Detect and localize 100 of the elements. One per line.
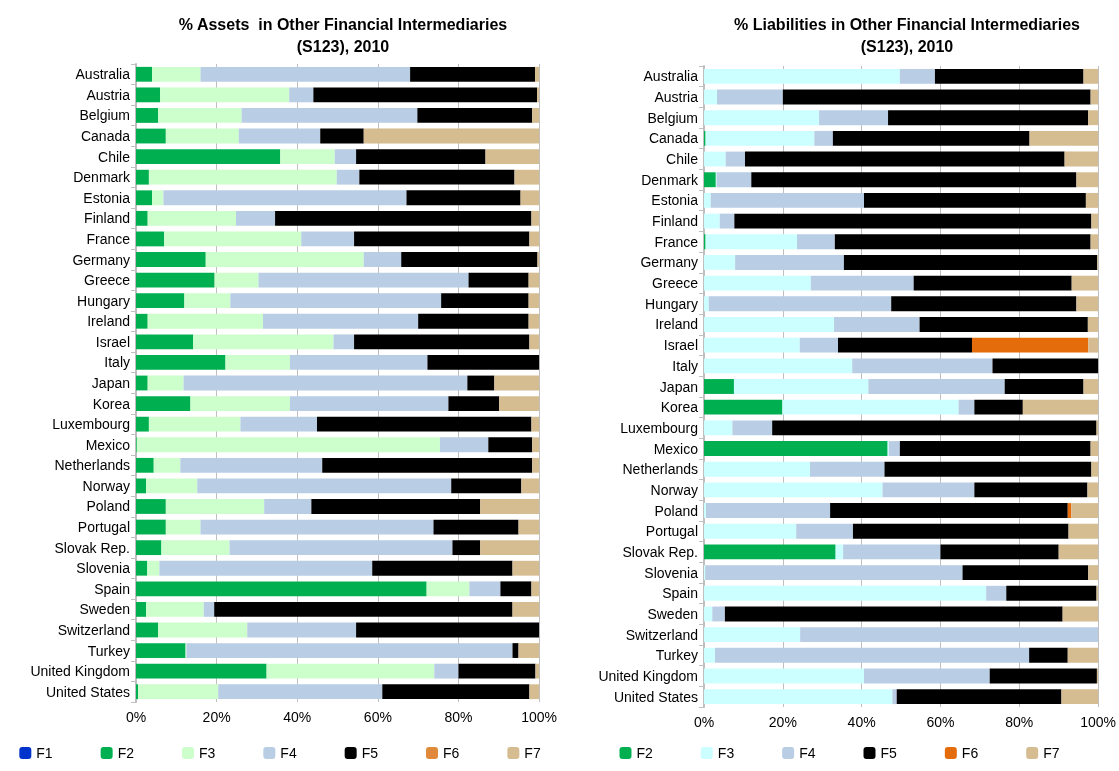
bar bbox=[899, 68, 935, 84]
bar bbox=[426, 581, 470, 597]
bar bbox=[529, 334, 540, 350]
y-tick-label: Slovenia bbox=[76, 560, 131, 577]
y-tick-label: United Kingdom bbox=[30, 663, 130, 680]
y-tick-label: Belgium bbox=[647, 109, 698, 126]
bar bbox=[136, 87, 161, 103]
bar bbox=[467, 375, 495, 391]
bar bbox=[704, 172, 716, 188]
bar bbox=[322, 457, 533, 473]
bar bbox=[159, 560, 373, 576]
bar bbox=[275, 210, 532, 226]
y-tick-label: Slovak Rep. bbox=[54, 539, 130, 556]
bar bbox=[136, 108, 159, 123]
bar bbox=[136, 478, 147, 494]
y-tick-label: Hungary bbox=[645, 295, 698, 312]
y-tick-label: Israel bbox=[95, 333, 130, 350]
bar bbox=[819, 110, 889, 126]
bar bbox=[704, 399, 783, 415]
y-tick-label: France bbox=[86, 230, 131, 247]
bar bbox=[136, 210, 148, 226]
bar bbox=[136, 416, 149, 432]
bar bbox=[537, 87, 540, 103]
bar bbox=[532, 437, 540, 453]
bar bbox=[147, 560, 160, 576]
bar bbox=[468, 272, 529, 288]
x-tick-label: 40% bbox=[283, 709, 312, 725]
bar bbox=[704, 461, 811, 477]
bar bbox=[529, 684, 540, 700]
bar bbox=[136, 169, 149, 185]
bar bbox=[705, 503, 831, 519]
bar bbox=[528, 272, 540, 288]
bar bbox=[165, 499, 265, 514]
bar bbox=[354, 334, 530, 350]
bar bbox=[1091, 213, 1099, 229]
bar bbox=[240, 416, 317, 432]
bar bbox=[913, 275, 1072, 291]
bar bbox=[986, 585, 1007, 601]
y-tick-label: Sweden bbox=[647, 605, 698, 622]
bar bbox=[834, 234, 1091, 250]
bar bbox=[258, 272, 469, 288]
bar bbox=[136, 231, 165, 247]
bar bbox=[136, 313, 148, 329]
y-tick-label: Switzerland bbox=[57, 621, 130, 638]
bar bbox=[704, 337, 800, 353]
bar bbox=[528, 313, 540, 329]
bar bbox=[417, 108, 533, 123]
bar bbox=[514, 169, 540, 185]
x-tick-label: 40% bbox=[847, 714, 876, 730]
y-tick-label: Austria bbox=[86, 86, 131, 103]
bar bbox=[989, 668, 1097, 684]
bar bbox=[704, 689, 893, 705]
bar bbox=[1064, 151, 1099, 167]
y-tick-label: Spain bbox=[94, 580, 130, 597]
bar bbox=[262, 313, 419, 329]
bar bbox=[704, 523, 797, 539]
bar bbox=[289, 396, 449, 411]
bar bbox=[205, 252, 364, 267]
bar bbox=[528, 293, 540, 309]
bar bbox=[843, 544, 941, 560]
y-tick-label: Greece bbox=[84, 272, 131, 289]
y-tick-label: Sweden bbox=[79, 601, 130, 618]
bar bbox=[147, 210, 236, 226]
y-tick-label: Ireland bbox=[655, 316, 698, 333]
y-tick-label: Ireland bbox=[87, 313, 130, 330]
bar bbox=[458, 663, 536, 679]
bar bbox=[165, 128, 239, 144]
bar bbox=[531, 210, 540, 226]
bar bbox=[313, 87, 538, 103]
chart-title: % Liabilities in Other Financial Intermediaries (S123), 2010 bbox=[734, 15, 1081, 55]
legend-label: F6 bbox=[961, 745, 979, 761]
bar bbox=[354, 231, 530, 247]
bar bbox=[197, 478, 452, 494]
bar bbox=[716, 172, 752, 188]
y-tick-label: Poland bbox=[86, 498, 130, 515]
bar bbox=[704, 89, 718, 105]
bar bbox=[148, 169, 337, 185]
y-tick-label: Turkey bbox=[87, 642, 130, 659]
y-tick-label: Switzerland bbox=[625, 626, 698, 643]
bar bbox=[160, 87, 290, 103]
bar bbox=[136, 293, 185, 309]
bar bbox=[238, 128, 321, 144]
bar bbox=[830, 503, 1068, 519]
bar bbox=[733, 379, 869, 394]
y-tick-label: Mexico bbox=[653, 440, 699, 457]
bar bbox=[146, 478, 198, 494]
bar bbox=[1083, 68, 1099, 84]
bar bbox=[1090, 441, 1099, 456]
y-tick-label: Netherlands bbox=[622, 461, 698, 478]
bar bbox=[1071, 503, 1099, 519]
y-tick-label: Japan bbox=[91, 375, 130, 391]
bar bbox=[165, 519, 201, 535]
bar bbox=[940, 544, 1059, 560]
bar bbox=[704, 151, 726, 167]
bar bbox=[725, 151, 745, 167]
bar bbox=[962, 565, 1089, 581]
bar bbox=[356, 149, 486, 165]
bar bbox=[704, 627, 801, 643]
bar bbox=[958, 399, 975, 415]
bar bbox=[161, 540, 230, 556]
